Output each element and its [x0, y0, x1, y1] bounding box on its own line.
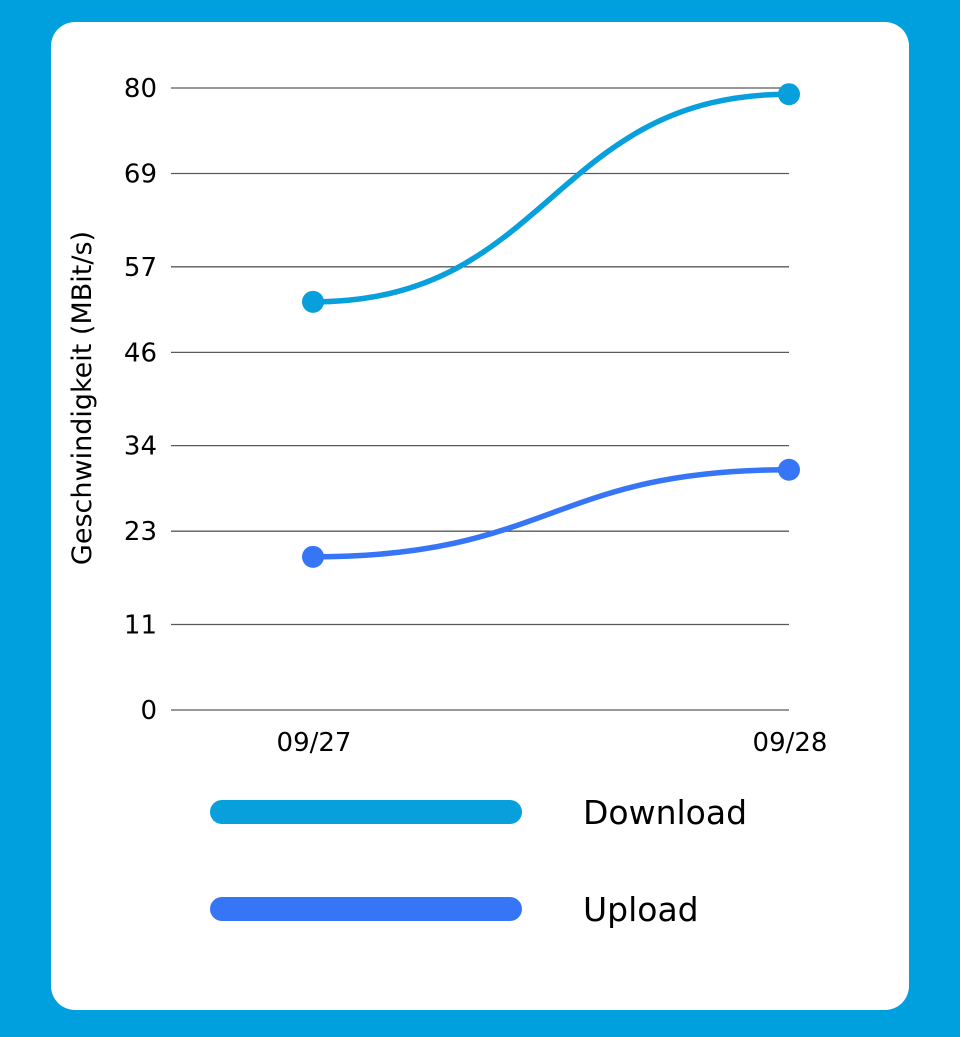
x-axis-ticks: 09/27 09/28: [277, 728, 828, 758]
series-line-download: [310, 91, 792, 305]
data-point-upload: [778, 458, 800, 481]
y-axis-title: Geschwindigkeit (MBit/s): [67, 231, 98, 565]
legend: Download Upload: [210, 793, 747, 929]
y-tick-label: 23: [124, 517, 157, 547]
y-tick-label: 69: [124, 160, 157, 190]
x-tick-label: 09/27: [277, 728, 352, 758]
legend-swatch-upload: [210, 897, 522, 921]
data-point-upload: [302, 545, 324, 568]
data-point-download: [778, 83, 800, 106]
x-tick-label: 09/28: [753, 728, 828, 758]
chart-card: [51, 22, 909, 1010]
series-line-upload: [310, 467, 792, 560]
y-axis-ticks: 0 11 23 34 46 57 69 80: [124, 74, 157, 726]
legend-label-upload: Upload: [583, 890, 699, 929]
y-tick-label: 46: [124, 338, 157, 368]
legend-swatch-download: [210, 800, 522, 824]
y-tick-label: 34: [124, 432, 157, 462]
y-tick-label: 11: [124, 610, 157, 640]
gridlines: [171, 87, 789, 711]
legend-label-download: Download: [583, 793, 747, 832]
y-tick-label: 80: [124, 74, 157, 104]
y-tick-label: 0: [140, 696, 157, 726]
data-point-download: [302, 290, 324, 313]
y-tick-label: 57: [124, 253, 157, 283]
series: [302, 83, 800, 568]
